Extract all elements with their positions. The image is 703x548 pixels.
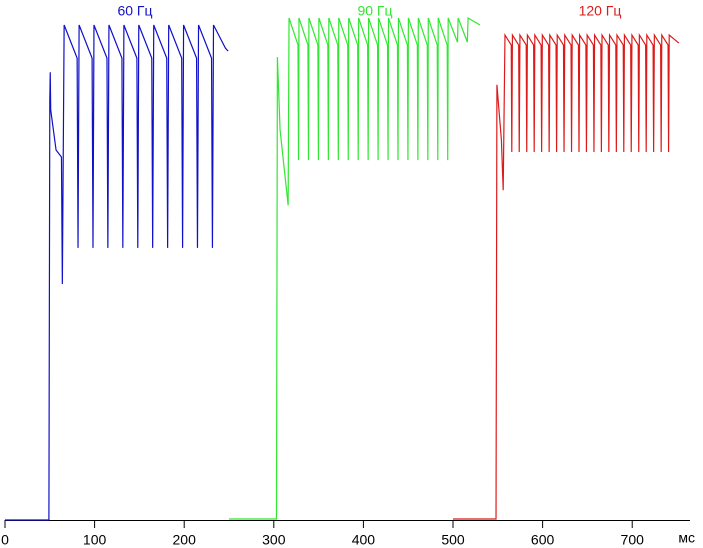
x-axis-label: мс <box>678 530 695 546</box>
series-line <box>5 24 229 521</box>
series-label: 60 Гц <box>117 3 152 19</box>
x-tick-label: 600 <box>531 532 555 548</box>
x-tick-label: 400 <box>352 532 376 548</box>
x-tick-label: 0 <box>1 532 9 548</box>
x-tick-label: 700 <box>621 532 645 548</box>
x-tick-label: 100 <box>83 532 107 548</box>
series-line <box>229 16 481 520</box>
x-tick-label: 200 <box>173 532 197 548</box>
x-tick-label: 300 <box>262 532 286 548</box>
x-tick-label: 500 <box>441 532 465 548</box>
series-line <box>453 32 680 520</box>
series-label: 120 Гц <box>579 3 622 19</box>
series-label: 90 Гц <box>357 3 392 19</box>
